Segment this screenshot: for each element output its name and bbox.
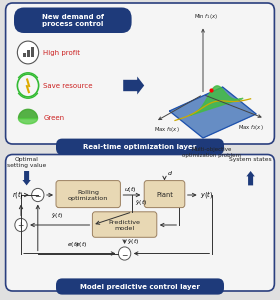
FancyBboxPatch shape (6, 154, 274, 291)
Text: $r(t)$: $r(t)$ (12, 190, 24, 200)
Text: Min $f_1(x)$: Min $f_1(x)$ (194, 12, 218, 21)
FancyBboxPatch shape (6, 3, 274, 144)
Text: Plant: Plant (156, 192, 173, 198)
Polygon shape (169, 87, 256, 138)
Text: $-$: $-$ (121, 249, 129, 258)
Text: Max $f_0(x)$: Max $f_0(x)$ (154, 124, 180, 134)
Text: System states: System states (229, 158, 272, 163)
Text: Max $f_2(x)$: Max $f_2(x)$ (237, 123, 263, 132)
Text: Predictive
model: Predictive model (109, 220, 141, 231)
FancyArrow shape (22, 171, 31, 185)
Text: Multi-objective
optimization problem: Multi-objective optimization problem (182, 147, 241, 158)
Text: New demand of
process control: New demand of process control (42, 14, 104, 27)
Text: Model predictive control layer: Model predictive control layer (80, 284, 200, 290)
Text: Real-time optimization layer: Real-time optimization layer (83, 144, 197, 150)
Text: $\hat{y}(t)$: $\hat{y}(t)$ (135, 199, 148, 208)
FancyBboxPatch shape (14, 8, 132, 33)
Text: Optimal
setting value: Optimal setting value (7, 158, 46, 168)
Text: $\hat{y}(t)$: $\hat{y}(t)$ (127, 237, 140, 247)
Bar (23, 52, 26, 57)
Text: $u(t)$: $u(t)$ (124, 184, 137, 194)
FancyArrow shape (123, 76, 144, 94)
FancyArrow shape (246, 171, 255, 185)
FancyBboxPatch shape (92, 212, 157, 237)
Text: $e(t)$: $e(t)$ (67, 240, 79, 249)
Circle shape (15, 218, 27, 232)
Text: Rolling
optimization: Rolling optimization (68, 190, 108, 201)
Text: $e(t)$: $e(t)$ (75, 240, 87, 249)
Polygon shape (18, 109, 38, 119)
Circle shape (118, 247, 131, 260)
FancyBboxPatch shape (56, 278, 224, 295)
Text: $y(t)$: $y(t)$ (200, 190, 213, 200)
FancyBboxPatch shape (56, 139, 224, 155)
Text: Save resource: Save resource (43, 82, 93, 88)
Bar (27, 50, 30, 57)
Text: High profit: High profit (43, 50, 80, 56)
Text: $-$: $-$ (34, 190, 42, 200)
Text: Green: Green (43, 116, 64, 122)
Text: $d$: $d$ (167, 169, 173, 176)
Text: $\hat{y}(t)$: $\hat{y}(t)$ (51, 212, 63, 221)
Text: $+$: $+$ (17, 220, 25, 230)
Circle shape (32, 188, 44, 202)
Circle shape (17, 41, 39, 64)
Bar (31, 47, 34, 57)
Polygon shape (18, 118, 38, 124)
FancyBboxPatch shape (56, 181, 120, 208)
FancyBboxPatch shape (144, 181, 185, 208)
